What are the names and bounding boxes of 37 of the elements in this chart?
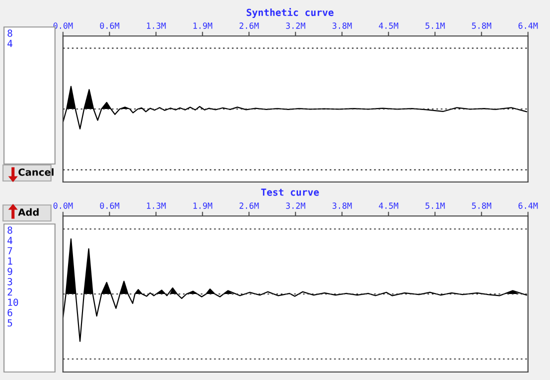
x-tick-label: 6.4M <box>518 202 538 209</box>
x-tick-label: 5.8M <box>472 202 492 209</box>
x-tick-label: 5.8M <box>472 22 492 29</box>
text: 3 <box>8 278 12 286</box>
text: 10 <box>8 298 18 306</box>
x-tick-label: 0.6M <box>100 202 120 209</box>
x-tick-label: 1.3M <box>146 202 166 209</box>
x-tick-label: 1.3M <box>146 22 166 29</box>
x-tick-label: 3.8M <box>332 202 352 209</box>
text: 2 <box>8 288 12 296</box>
chart-title: Synthetic curve <box>246 8 334 18</box>
x-tick-label: 3.2M <box>286 202 306 209</box>
x-tick-label: 2.6M <box>240 202 259 209</box>
text: 8 <box>8 226 12 234</box>
text: 1 <box>8 258 12 265</box>
text: 4 <box>7 40 12 48</box>
text: 4 <box>7 236 12 244</box>
x-tick-label: 4.5M <box>378 22 398 29</box>
text: 9 <box>8 268 12 276</box>
text: 5 <box>8 319 12 327</box>
x-tick-label: 6.4M <box>518 22 538 29</box>
x-tick-label: 3.8M <box>332 22 352 29</box>
x-tick-label: 2.6M <box>240 22 259 29</box>
chart-title: Test curve <box>261 188 319 196</box>
text: 6 <box>8 308 12 316</box>
x-tick-label: 4.5M <box>378 202 398 209</box>
x-tick-label: 0.0M <box>54 202 73 209</box>
x-tick-label: 1.9M <box>193 22 212 29</box>
x-tick-label: 3.2M <box>286 22 306 29</box>
text: Cancel <box>18 168 54 176</box>
text: 7 <box>8 247 12 254</box>
text: 8 <box>8 29 12 37</box>
x-tick-label: 5.1M <box>426 202 445 209</box>
x-tick-label: 0.6M <box>100 22 120 29</box>
x-tick-label: 1.9M <box>193 202 212 209</box>
text: Add <box>18 208 39 216</box>
x-tick-label: 5.1M <box>426 22 445 29</box>
